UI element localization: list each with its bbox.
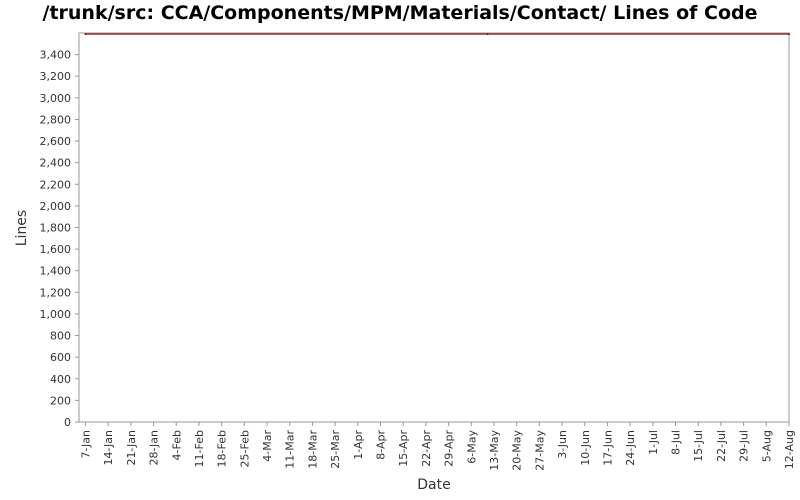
- x-tick-label: 28-Jan: [148, 430, 161, 466]
- x-tick-label: 22-Jul: [715, 430, 728, 462]
- x-tick-label: 18-Mar: [306, 430, 319, 469]
- x-tick-label: 4-Feb: [170, 430, 183, 460]
- x-tick-label: 20-May: [511, 430, 524, 471]
- x-tick-label: 8-Jul: [670, 430, 683, 455]
- x-tick-label: 4-Mar: [261, 430, 274, 462]
- series-group: [84, 33, 790, 36]
- x-tick-label: 10-Jun: [579, 430, 592, 466]
- data-point: [84, 33, 87, 36]
- x-tick-label: 7-Jan: [79, 430, 92, 459]
- x-tick-label: 15-Apr: [397, 430, 410, 467]
- x-tick-label: 21-Jan: [125, 430, 138, 466]
- y-tick-label: 2,600: [40, 135, 72, 148]
- y-tick-label: 800: [50, 330, 71, 343]
- y-tick-label: 200: [50, 394, 71, 407]
- y-tick-label: 1,400: [40, 265, 72, 278]
- y-tick-label: 0: [64, 416, 71, 429]
- x-tick-label: 6-May: [465, 430, 478, 464]
- x-tick-label: 17-Jun: [601, 430, 614, 466]
- x-tick-label: 27-May: [533, 430, 546, 471]
- y-axis-label: Lines: [14, 210, 30, 246]
- y-tick-label: 1,800: [40, 222, 72, 235]
- x-tick-label: 25-Mar: [329, 430, 342, 469]
- x-tick-label: 14-Jan: [102, 430, 115, 466]
- y-tick-label: 2,200: [40, 178, 72, 191]
- x-axis: 7-Jan 14-Jan 21-Jan 28-Jan 4-Feb 11-Feb 18-Feb…: [79, 422, 796, 471]
- x-tick-label: 29-Jul: [738, 430, 751, 462]
- x-tick-label: 12-Aug: [783, 430, 796, 469]
- x-tick-label: 13-May: [488, 430, 501, 471]
- y-tick-label: 3,200: [40, 70, 72, 83]
- y-tick-label: 3,400: [40, 49, 72, 62]
- x-axis-label: Date: [417, 477, 450, 493]
- data-point: [486, 33, 489, 36]
- data-point: [788, 33, 790, 36]
- x-tick-label: 1-Jul: [647, 430, 660, 455]
- y-tick-label: 3,000: [40, 92, 72, 105]
- y-tick-label: 1,200: [40, 286, 72, 299]
- x-tick-label: 22-Apr: [420, 430, 433, 467]
- y-tick-label: 2,800: [40, 113, 72, 126]
- plot-area: [78, 32, 790, 423]
- x-tick-label: 18-Feb: [216, 430, 229, 467]
- x-tick-label: 1-Apr: [352, 430, 365, 460]
- y-tick-label: 600: [50, 351, 71, 364]
- y-tick-label: 2,400: [40, 157, 72, 170]
- chart-title: /trunk/src: CCA/Components/MPM/Materials…: [42, 2, 758, 24]
- y-axis: 0 200 400 600 800 1,000 1,200 1,400 1,600 1,800 2,…: [40, 49, 79, 429]
- x-tick-label: 8-Apr: [375, 430, 388, 460]
- x-tick-label: 15-Jul: [692, 430, 705, 462]
- y-tick-label: 2,000: [40, 200, 72, 213]
- x-tick-label: 11-Feb: [193, 430, 206, 467]
- x-tick-label: 5-Aug: [760, 430, 773, 462]
- y-tick-label: 1,000: [40, 308, 72, 321]
- y-tick-label: 1,600: [40, 243, 72, 256]
- x-tick-label: 11-Mar: [284, 430, 297, 469]
- x-tick-label: 29-Apr: [443, 430, 456, 467]
- x-tick-label: 3-Jun: [556, 430, 569, 459]
- y-tick-label: 400: [50, 373, 71, 386]
- x-tick-label: 25-Feb: [238, 430, 251, 467]
- x-tick-label: 24-Jun: [624, 430, 637, 466]
